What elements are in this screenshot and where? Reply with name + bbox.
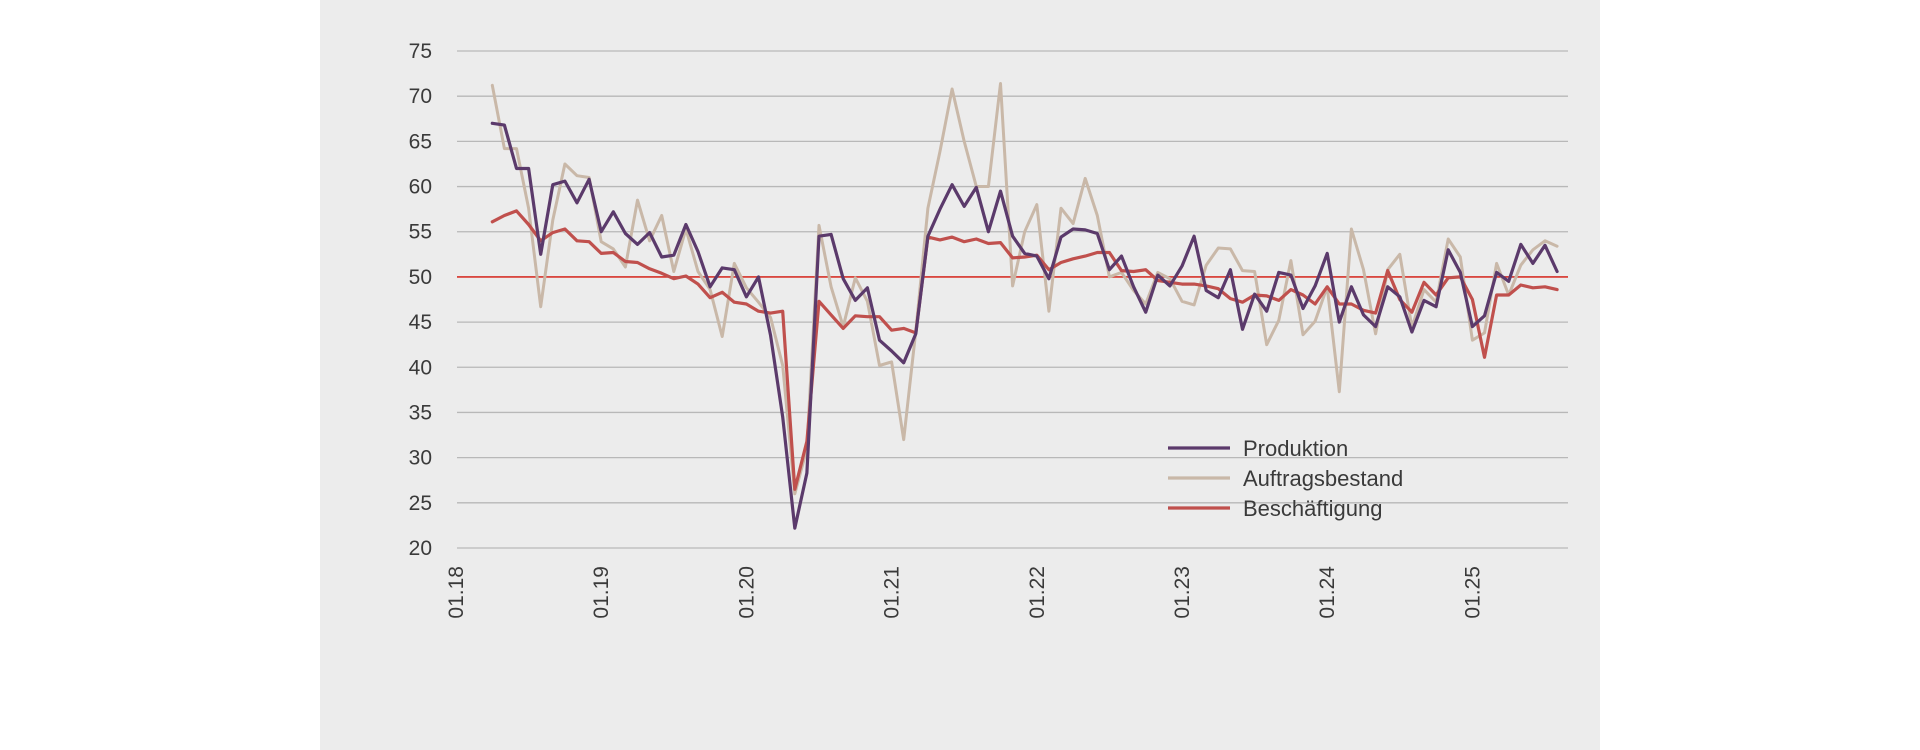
legend-label: Produktion bbox=[1243, 436, 1348, 461]
x-tick-label: 01.25 bbox=[1461, 566, 1484, 619]
legend: Produktion Auftragsbestand Beschäftigung bbox=[1168, 436, 1403, 521]
series-line-beschäftigung bbox=[490, 209, 1559, 491]
x-tick-label: 01.24 bbox=[1316, 566, 1339, 619]
legend-label: Beschäftigung bbox=[1243, 496, 1382, 521]
y-tick-label: 70 bbox=[409, 85, 432, 108]
grid-lines bbox=[457, 50, 1568, 549]
y-tick-label: 45 bbox=[409, 311, 432, 334]
x-tick-label: 01.23 bbox=[1171, 566, 1194, 619]
y-tick-label: 40 bbox=[409, 356, 432, 379]
y-axis-ticks: 20 25 30 35 40 45 50 55 60 65 70 75 bbox=[409, 40, 432, 560]
y-tick-label: 25 bbox=[409, 492, 432, 515]
x-tick-label: 01.20 bbox=[735, 566, 758, 619]
line-chart: 20 25 30 35 40 45 50 55 60 65 70 75 01.18 01.19 01.20… bbox=[409, 40, 1568, 619]
legend-label: Auftragsbestand bbox=[1243, 466, 1403, 491]
y-tick-label: 50 bbox=[409, 266, 432, 289]
y-tick-label: 60 bbox=[409, 176, 432, 199]
y-tick-label: 75 bbox=[409, 40, 432, 63]
x-axis-ticks: 01.18 01.19 01.20 01.21 01.22 01.23 01.24 01.25 bbox=[445, 566, 1484, 619]
x-tick-label: 01.22 bbox=[1026, 566, 1049, 619]
x-tick-label: 01.19 bbox=[590, 566, 613, 619]
y-tick-label: 65 bbox=[409, 130, 432, 153]
y-tick-label: 30 bbox=[409, 447, 432, 470]
chart-panel: 20 25 30 35 40 45 50 55 60 65 70 75 01.18 01.19 01.20… bbox=[320, 0, 1600, 750]
x-tick-label: 01.18 bbox=[445, 566, 468, 619]
series-line-produktion bbox=[490, 121, 1559, 530]
series-lines bbox=[490, 82, 1559, 530]
y-tick-label: 20 bbox=[409, 537, 432, 560]
series-line-auftragsbestand bbox=[490, 82, 1559, 496]
x-tick-label: 01.21 bbox=[881, 566, 904, 619]
y-tick-label: 55 bbox=[409, 221, 432, 244]
y-tick-label: 35 bbox=[409, 401, 432, 424]
